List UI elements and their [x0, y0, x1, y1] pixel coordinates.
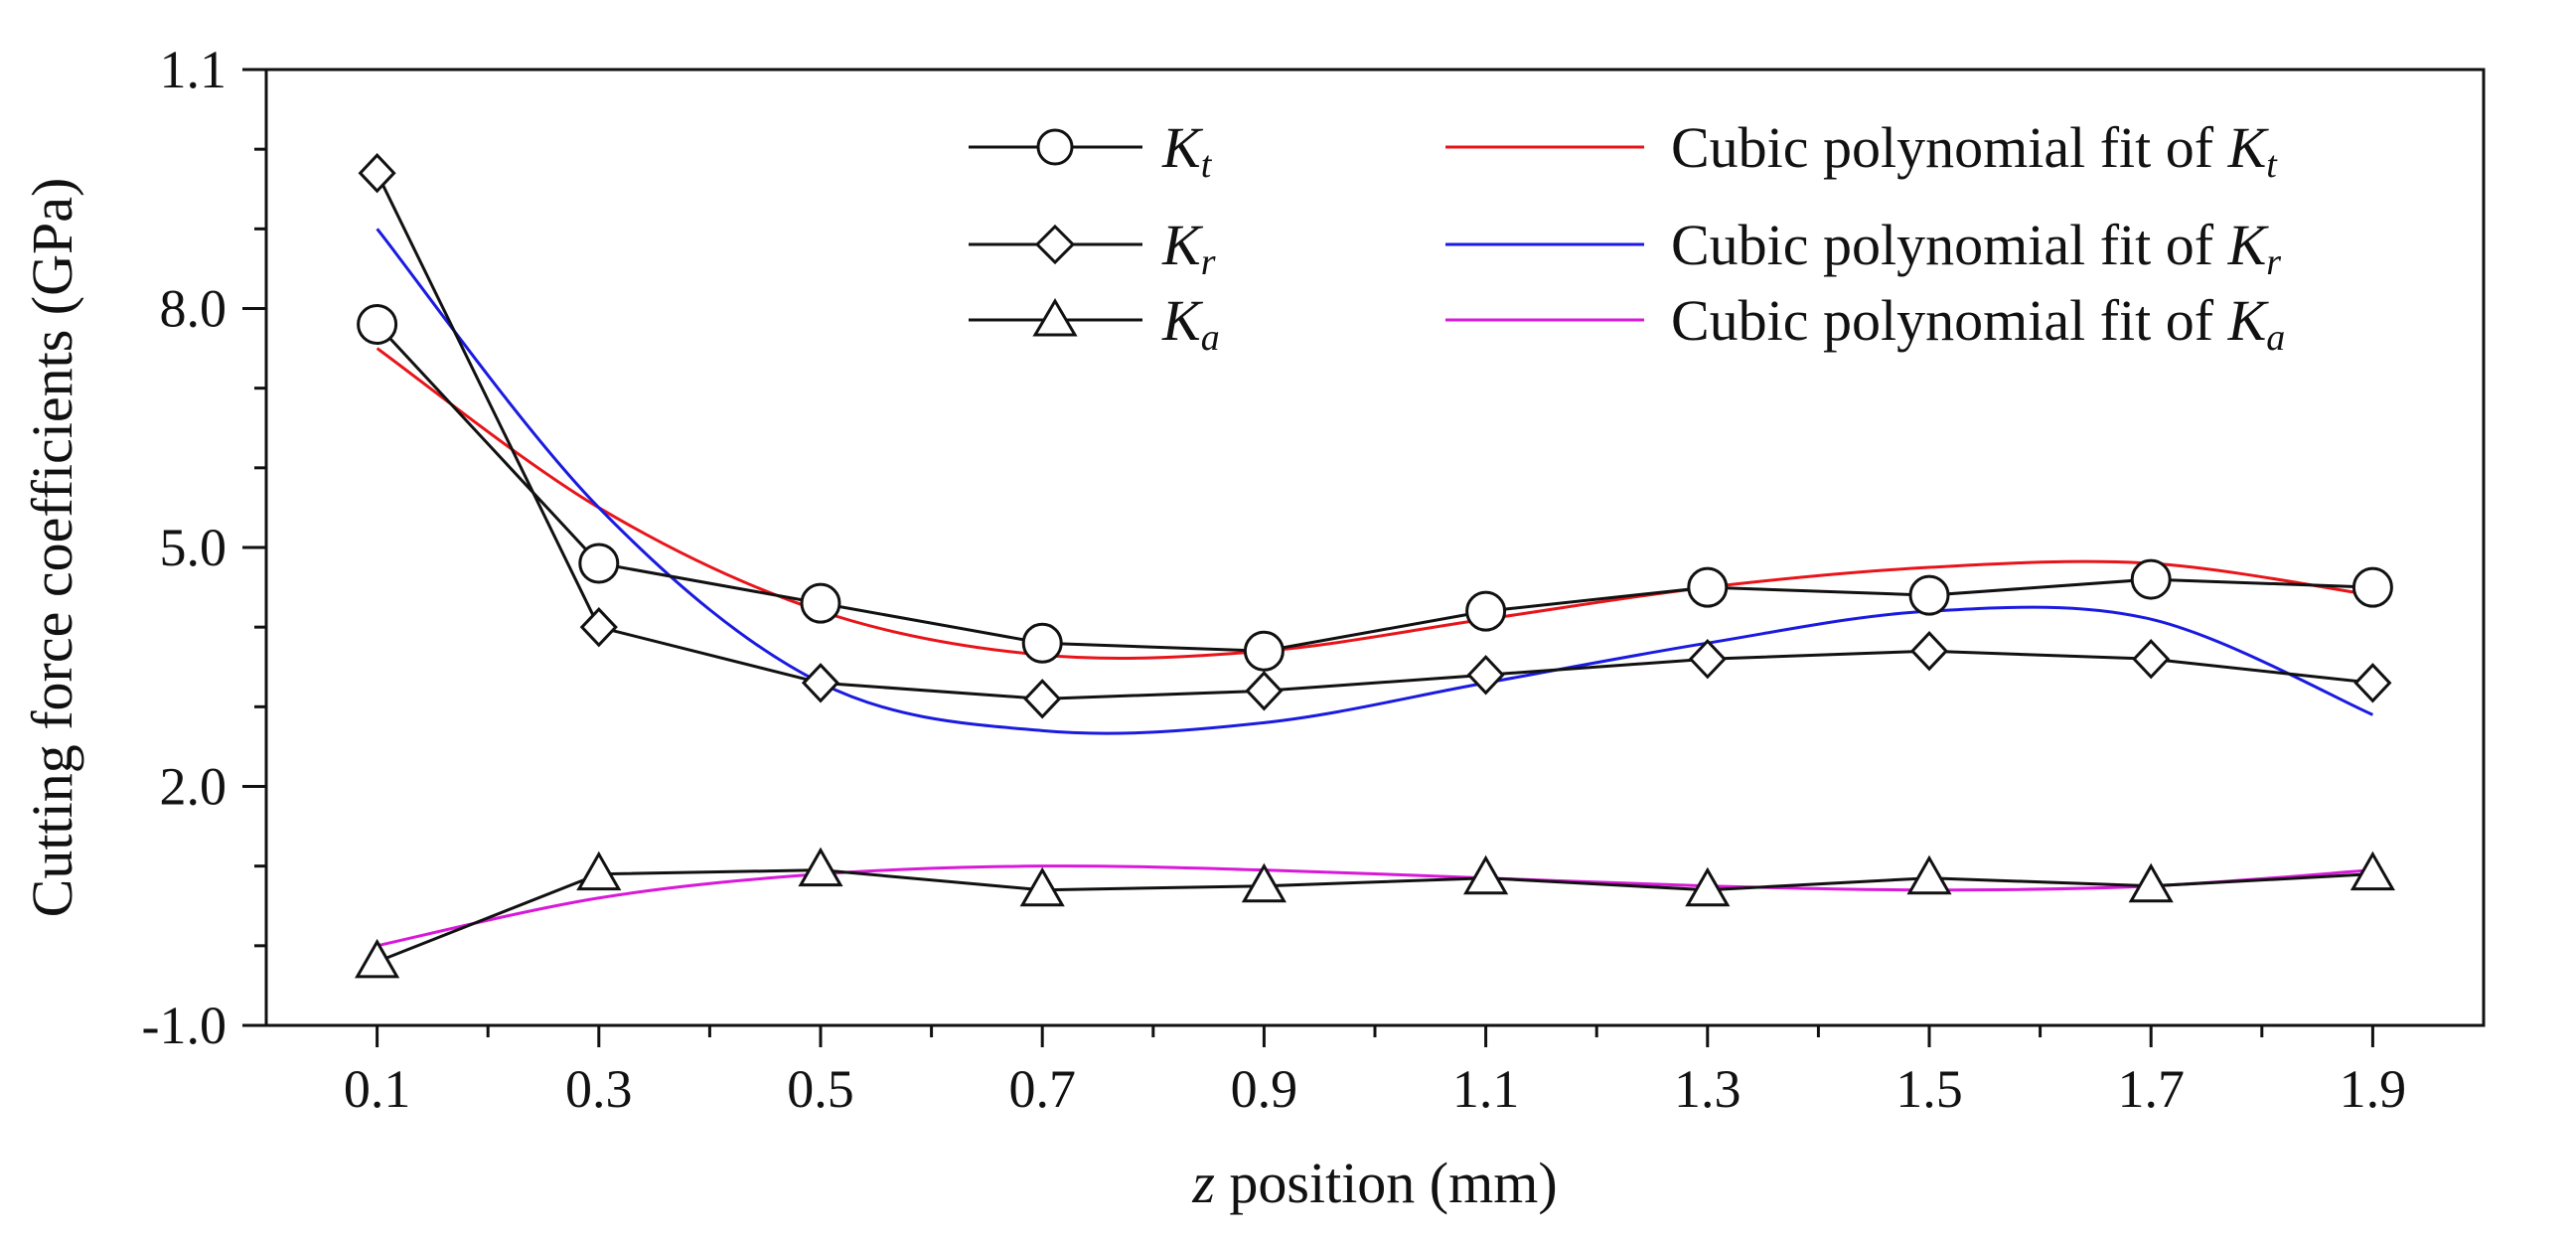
legend-fit-kr-main: K — [2227, 213, 2270, 277]
legend: Kt Kr Ka Cubic polynomial fit of Kt Cubi… — [969, 115, 2285, 359]
x-tick-label: 1.1 — [1452, 1059, 1520, 1119]
legend-label-fit-kt: Cubic polynomial fit of Kt — [1671, 115, 2278, 186]
legend-fit-kr-sub: r — [2266, 241, 2281, 283]
data-point-kt — [800, 582, 841, 624]
legend-ka-sub: a — [1201, 317, 1220, 359]
data-point-kr — [1245, 671, 1284, 711]
data-point-kr — [801, 663, 840, 703]
data-point-ka — [1906, 855, 1952, 895]
legend-ka-main: K — [1161, 288, 1204, 353]
data-point-kt — [578, 543, 620, 584]
legend-label-kt: Kt — [1161, 115, 1213, 186]
data-point-kr — [1023, 679, 1062, 719]
legend-label-fit-kr: Cubic polynomial fit of Kr — [1671, 213, 2281, 283]
x-axis-title-variable: z — [1191, 1151, 1215, 1215]
data-point-ka — [1463, 855, 1509, 895]
data-point-kt — [1687, 566, 1729, 608]
x-tick-label: 0.7 — [1008, 1059, 1076, 1119]
data-point-ka — [1019, 866, 1065, 907]
legend-fit-kr-prefix: Cubic polynomial fit of — [1671, 213, 2228, 277]
data-point-kt — [1465, 590, 1507, 632]
legend-kt-main: K — [1161, 115, 1204, 180]
legend-label-kr: Kr — [1161, 213, 1216, 283]
data-point-kr — [579, 606, 618, 648]
y-tick-label: 5.0 — [160, 518, 227, 577]
data-point-ka — [798, 847, 843, 887]
data-point-kt — [1021, 622, 1063, 664]
data-point-ka — [576, 851, 622, 891]
data-point-kt — [2130, 558, 2172, 600]
y-tick-label: 1.1 — [160, 40, 227, 99]
data-point-kr — [358, 153, 396, 194]
x-tick-label: 1.3 — [1674, 1059, 1742, 1119]
legend-fit-ka-sub: a — [2266, 317, 2285, 359]
data-point-kr — [1688, 639, 1727, 680]
data-point-ka — [2128, 862, 2174, 903]
data-point-kr — [2353, 663, 2392, 703]
x-tick-label: 0.3 — [565, 1059, 633, 1119]
x-tick-label: 1.7 — [2117, 1059, 2185, 1119]
y-tick-label: 8.0 — [160, 279, 227, 339]
data-series — [355, 153, 2395, 979]
data-point-kt — [2351, 566, 2393, 608]
data-point-kr — [2132, 639, 2171, 680]
x-tick-label: 1.5 — [1895, 1059, 1963, 1119]
legend-fit-kt-prefix: Cubic polynomial fit of — [1671, 115, 2228, 180]
legend-marker-circle — [1036, 128, 1074, 166]
legend-fit-ka-main: K — [2227, 288, 2270, 353]
legend-kt-sub: t — [1201, 144, 1213, 186]
legend-fit-kt-sub: t — [2266, 144, 2278, 186]
data-point-kt — [357, 304, 398, 346]
data-point-kt — [1908, 574, 1950, 616]
legend-label-ka: Ka — [1161, 288, 1220, 359]
y-tick-label: -1.0 — [142, 996, 227, 1055]
legend-kr-sub: r — [1201, 241, 1216, 283]
y-axis-title: Cutting force coefficients (GPa) — [20, 178, 84, 918]
legend-label-fit-ka: Cubic polynomial fit of Ka — [1671, 288, 2285, 359]
legend-fit-ka-prefix: Cubic polynomial fit of — [1671, 288, 2228, 353]
fit-curve-ka — [377, 864, 2373, 948]
series-line-kr — [376, 172, 2373, 700]
x-axis-title-text: position (mm) — [1215, 1151, 1558, 1215]
series-line-kt — [376, 323, 2373, 653]
data-point-ka — [2349, 851, 2395, 891]
legend-marker-triangle — [1032, 298, 1078, 337]
fit-curve-kt — [376, 347, 2373, 660]
y-tick-label: 2.0 — [160, 757, 227, 817]
data-point-kt — [1243, 630, 1285, 672]
x-tick-label: 0.1 — [344, 1059, 411, 1119]
legend-marker-diamond — [1034, 224, 1076, 265]
x-tick-label: 0.5 — [787, 1059, 854, 1119]
series-line-ka — [377, 868, 2373, 964]
data-point-ka — [1685, 866, 1731, 907]
x-tick-label: 1.9 — [2340, 1059, 2407, 1119]
axis-ticks: 0.1 0.3 0.5 0.7 0.9 1.1 1.3 1.5 1.7 1.9 -1.0 2.0 5.0… — [142, 40, 2407, 1119]
data-point-kr — [1466, 655, 1505, 696]
data-point-ka — [1241, 862, 1287, 903]
data-point-kr — [1909, 631, 1949, 672]
x-tick-label: 0.9 — [1231, 1059, 1298, 1119]
data-point-ka — [355, 938, 400, 979]
legend-kr-main: K — [1161, 213, 1204, 277]
x-axis-title: z position (mm) — [1191, 1151, 1557, 1215]
legend-fit-kt-main: K — [2227, 115, 2270, 180]
